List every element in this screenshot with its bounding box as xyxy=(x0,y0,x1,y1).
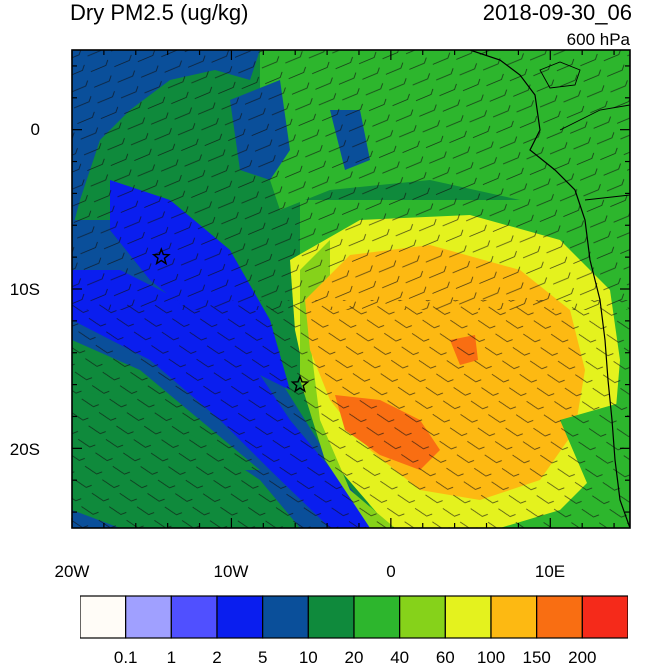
lon-label-0: 0 xyxy=(386,562,396,581)
colorbar xyxy=(80,595,628,639)
colorbar-swatch xyxy=(216,595,264,639)
wind-barbs-north xyxy=(72,50,630,310)
colorbar-swatch xyxy=(444,595,492,639)
colorbar-level-label: 2 xyxy=(212,648,222,667)
border-line xyxy=(559,104,630,131)
colorbar-swatch xyxy=(125,595,172,639)
colorbar-level-label: 10 xyxy=(298,648,318,667)
colorbar-level-label: 40 xyxy=(390,648,410,667)
coastline xyxy=(469,50,630,528)
colorbar-swatch xyxy=(307,595,355,639)
colorbar-swatch xyxy=(170,595,218,639)
colorbar-level-label: 150 xyxy=(522,648,551,667)
colorbar-level-label: 20 xyxy=(344,648,364,667)
site-markers xyxy=(151,247,310,393)
lat-label-20s: 20S xyxy=(9,440,40,459)
colorbar-level-label: 60 xyxy=(435,648,455,667)
colorbar-level-label: 200 xyxy=(568,648,597,667)
colorbar-level-label: 5 xyxy=(257,648,268,667)
colorbar-swatch xyxy=(353,595,401,639)
star-marker-1 xyxy=(151,247,171,266)
colorbar-swatch xyxy=(536,595,583,639)
colorbar-swatch xyxy=(80,595,127,639)
wind-barbs-south xyxy=(72,300,630,528)
island-outline xyxy=(539,61,581,89)
colorbar-level-label: 0.1 xyxy=(113,648,138,667)
star-marker-2 xyxy=(290,374,310,393)
valid-time: 2018-09-30_06 xyxy=(482,0,632,25)
concentration-field xyxy=(72,50,630,528)
map-title: Dry PM2.5 (ug/kg) xyxy=(70,0,249,25)
colorbar-swatch xyxy=(399,595,446,639)
colorbar-level-label: 100 xyxy=(476,648,506,667)
colorbar-swatch xyxy=(262,595,309,639)
colorbar-swatch xyxy=(490,595,538,639)
lon-label-10e: 10E xyxy=(534,562,566,581)
lon-label-20w: 20W xyxy=(54,562,90,581)
lat-label-10s: 10S xyxy=(9,280,40,299)
border-line-2 xyxy=(584,194,630,201)
pressure-level: 600 hPa xyxy=(566,30,630,49)
axis-ticks xyxy=(71,50,630,528)
colorbar-level-label: 1 xyxy=(166,648,177,667)
lat-label-0: 0 xyxy=(30,120,40,139)
colorbar-swatch xyxy=(581,595,628,639)
lon-label-10w: 10W xyxy=(213,562,249,581)
